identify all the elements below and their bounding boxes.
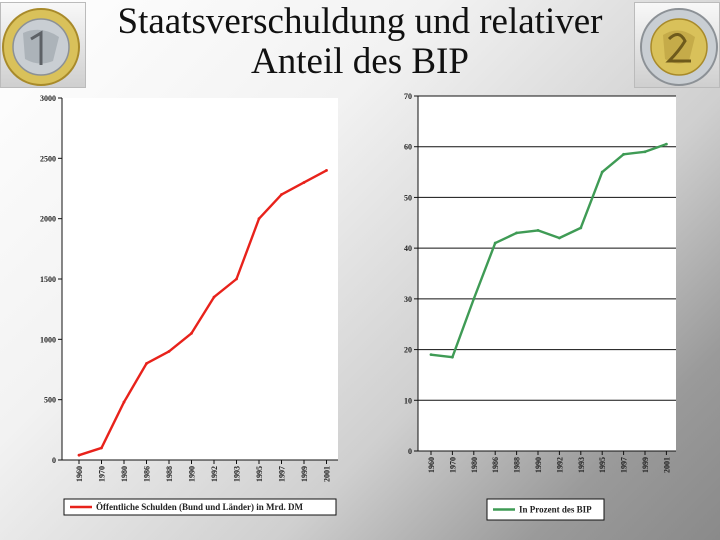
legend-label: Öffentliche Schulden (Bund und Länder) i… [96, 502, 304, 512]
x-tick-label: 1970 [448, 457, 457, 473]
data-point [100, 446, 103, 450]
data-point [622, 152, 625, 156]
y-tick-label: 20 [404, 346, 412, 355]
euro-coin-image-right [634, 2, 720, 88]
x-tick-label: 1997 [278, 466, 287, 482]
data-point [167, 350, 171, 353]
x-tick-label: 1986 [143, 466, 152, 482]
x-tick-label: 1986 [491, 457, 500, 473]
x-tick-label: 1992 [555, 457, 564, 473]
slide-title-line-2: Anteil des BIP [251, 41, 469, 82]
data-point [302, 181, 306, 184]
data-point [558, 236, 561, 240]
x-tick-label: 1997 [620, 457, 629, 473]
data-point [536, 228, 540, 232]
data-point [451, 355, 454, 359]
x-tick-label: 2001 [662, 457, 671, 473]
x-tick-label: 1960 [75, 466, 84, 482]
y-tick-label: 1000 [40, 335, 56, 344]
y-tick-label: 50 [404, 193, 412, 202]
legend-label: In Prozent des BIP [519, 505, 592, 515]
plot-area [62, 98, 338, 460]
slide-title: Staatsverschuldung und relativer Anteil … [90, 2, 630, 82]
x-tick-label: 1999 [300, 466, 309, 482]
data-point [600, 170, 604, 174]
gdp-share-chart: 0 10 20 30 40 50 60 70 1960 1970 1980 1986 1988 1990 1… [404, 92, 676, 521]
legend-box [63, 498, 337, 516]
data-point [515, 231, 518, 235]
x-tick-label: 1993 [577, 457, 586, 473]
data-point [472, 297, 476, 301]
data-point [493, 241, 497, 245]
y-tick-label: 10 [404, 396, 412, 405]
x-tick-label: 1992 [210, 466, 219, 482]
data-point [429, 353, 433, 357]
legend-box [486, 498, 605, 521]
y-tick-label: 60 [404, 143, 412, 152]
x-tick-label: 1960 [427, 457, 436, 473]
x-tick-label: 1995 [255, 466, 264, 482]
y-tick-label: 30 [404, 295, 412, 304]
x-tick-label: 1988 [513, 457, 522, 473]
x-tick-label: 2001 [323, 466, 332, 482]
y-tick-label: 1500 [40, 275, 56, 284]
data-point [325, 169, 328, 172]
x-tick-label: 1990 [534, 457, 543, 473]
data-point [257, 217, 261, 221]
x-tick-label: 1970 [98, 466, 107, 482]
y-tick-label: 3000 [40, 94, 56, 103]
x-tick-label: 1995 [598, 457, 607, 473]
data-point [643, 150, 647, 154]
slide-title-line-1: Staatsverschuldung und relativer [117, 1, 603, 42]
x-tick-label: 1993 [233, 466, 242, 482]
x-tick-label: 1988 [165, 466, 174, 482]
y-tick-label: 0 [408, 447, 412, 456]
x-tick-label: 1999 [641, 457, 650, 473]
x-tick-label: 1980 [120, 466, 129, 482]
y-tick-label: 500 [44, 396, 56, 405]
debt-chart: 0 500 1000 1500 2000 2500 3000 1960 1970 1980 1986… [40, 94, 338, 516]
y-tick-label: 0 [52, 456, 56, 465]
y-tick-label: 2000 [40, 215, 56, 224]
y-tick-label: 2500 [40, 154, 56, 163]
data-point [579, 226, 583, 230]
data-point [190, 331, 193, 335]
y-tick-label: 70 [404, 92, 412, 101]
data-point [122, 400, 126, 404]
euro-coin-image-left [0, 2, 86, 88]
x-tick-label: 1990 [188, 466, 197, 482]
data-point [665, 142, 668, 146]
data-point [77, 453, 81, 457]
data-point [280, 193, 283, 196]
data-point [145, 362, 148, 365]
data-point [212, 295, 216, 299]
series-line [78, 169, 328, 457]
x-tick-label: 1980 [470, 457, 479, 473]
y-tick-label: 40 [404, 244, 412, 253]
plot-area [418, 96, 676, 451]
data-point [235, 277, 238, 281]
series-line [430, 143, 667, 359]
